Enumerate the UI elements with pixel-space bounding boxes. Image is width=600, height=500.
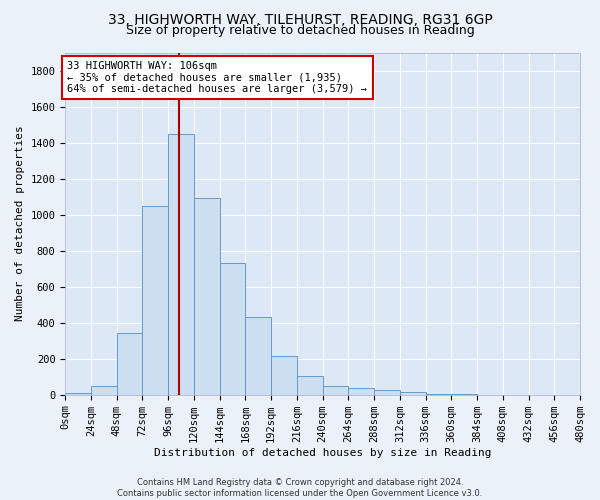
Bar bbox=[194, 198, 220, 394]
Bar bbox=[245, 318, 271, 394]
Bar bbox=[168, 134, 194, 394]
Text: Contains HM Land Registry data © Crown copyright and database right 2024.
Contai: Contains HM Land Registry data © Crown c… bbox=[118, 478, 482, 498]
Bar bbox=[91, 386, 117, 394]
Bar bbox=[349, 388, 374, 394]
Bar bbox=[220, 263, 245, 394]
Bar bbox=[323, 386, 349, 394]
Bar bbox=[65, 393, 91, 394]
Bar bbox=[271, 356, 297, 395]
Bar bbox=[117, 332, 142, 394]
Text: 33, HIGHWORTH WAY, TILEHURST, READING, RG31 6GP: 33, HIGHWORTH WAY, TILEHURST, READING, R… bbox=[107, 12, 493, 26]
X-axis label: Distribution of detached houses by size in Reading: Distribution of detached houses by size … bbox=[154, 448, 491, 458]
Y-axis label: Number of detached properties: Number of detached properties bbox=[15, 126, 25, 322]
Bar bbox=[374, 390, 400, 394]
Text: 33 HIGHWORTH WAY: 106sqm
← 35% of detached houses are smaller (1,935)
64% of sem: 33 HIGHWORTH WAY: 106sqm ← 35% of detach… bbox=[67, 61, 367, 94]
Bar bbox=[142, 206, 168, 394]
Text: Size of property relative to detached houses in Reading: Size of property relative to detached ho… bbox=[125, 24, 475, 37]
Bar bbox=[400, 392, 425, 394]
Bar bbox=[297, 376, 323, 394]
